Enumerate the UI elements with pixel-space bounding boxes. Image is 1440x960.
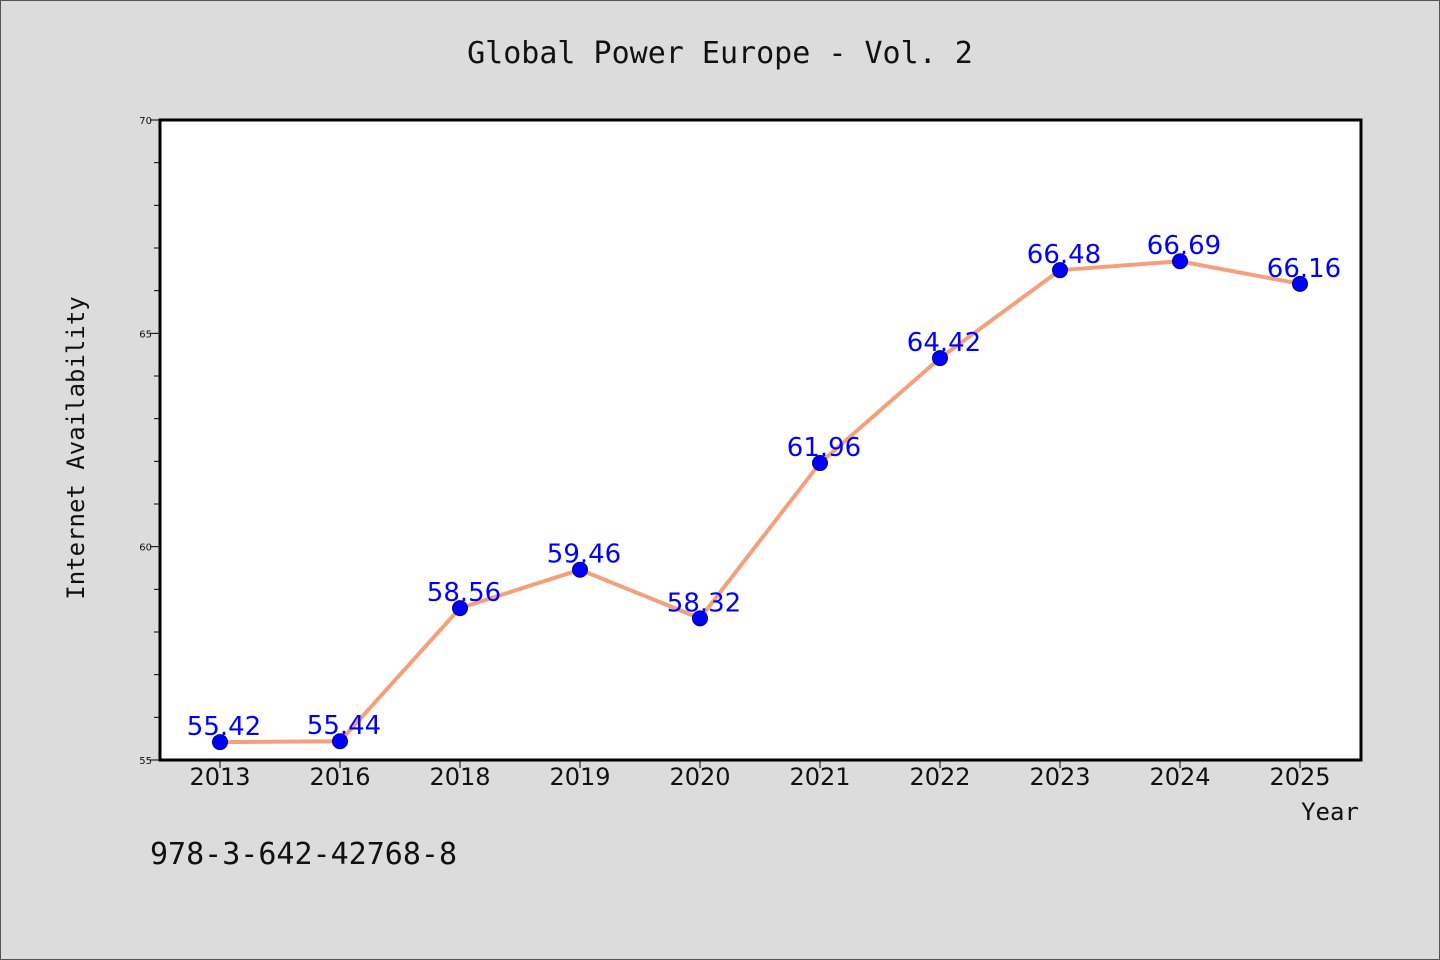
series-group: 55.42 55.44 58.56 59.46 58.32 61.96 64.42 66.48… <box>187 231 1341 751</box>
data-point <box>1292 275 1308 292</box>
data-label: 58.32 <box>667 588 741 618</box>
footer-isbn: 978-3-642-42768-8 <box>150 837 457 872</box>
data-point <box>1172 253 1188 270</box>
x-axis-ticks: 2013 2016 2018 2019 2020 2021 2022 2023 2024 2025 <box>189 760 1331 791</box>
data-label: 64.42 <box>907 328 981 358</box>
data-point <box>932 350 948 367</box>
x-tick-label: 2025 <box>1269 763 1330 791</box>
plot-area <box>160 120 1361 760</box>
data-label: 55.44 <box>307 711 381 741</box>
data-label: 66.69 <box>1147 231 1221 261</box>
x-axis-label: Year <box>1301 798 1359 826</box>
y-tick-label: 70 <box>139 116 152 127</box>
data-label: 61.96 <box>787 433 861 463</box>
data-point <box>212 734 228 751</box>
data-label: 66.48 <box>1027 240 1101 270</box>
x-tick-label: 2023 <box>1029 763 1090 791</box>
plot-frame <box>158 118 1363 762</box>
data-point <box>692 610 708 627</box>
data-point <box>332 733 348 750</box>
y-tick-label: 65 <box>139 329 152 340</box>
y-axis-label: Internet Availability <box>62 296 90 599</box>
y-tick-label: 60 <box>139 543 152 554</box>
x-tick-label: 2020 <box>669 763 730 791</box>
x-tick-label: 2016 <box>309 763 370 791</box>
data-label: 55.42 <box>187 712 261 742</box>
data-point <box>1052 262 1068 279</box>
x-tick-label: 2013 <box>189 763 250 791</box>
data-point <box>572 561 588 578</box>
x-tick-label: 2024 <box>1149 763 1210 791</box>
data-label: 58.56 <box>427 578 501 608</box>
data-label: 59.46 <box>547 540 621 570</box>
data-point <box>812 455 828 472</box>
x-tick-label: 2019 <box>549 763 610 791</box>
chart-title: Global Power Europe - Vol. 2 <box>467 36 973 71</box>
data-label: 66.16 <box>1267 254 1341 284</box>
x-tick-label: 2018 <box>429 763 490 791</box>
y-tick-label: 55 <box>139 756 152 767</box>
x-tick-label: 2021 <box>789 763 850 791</box>
x-tick-label: 2022 <box>909 763 970 791</box>
series-line <box>219 259 1301 745</box>
data-point <box>452 600 468 617</box>
